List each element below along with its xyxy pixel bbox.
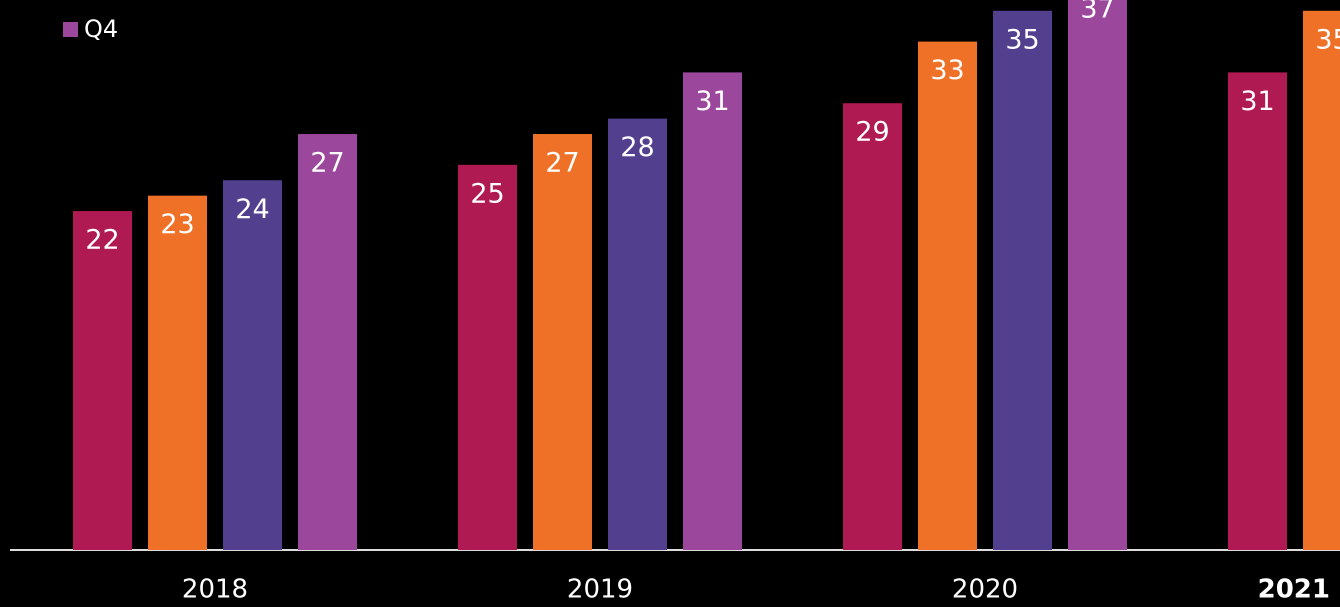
value-label: 28 [620, 132, 654, 163]
x-tick-label: 2018 [182, 575, 248, 605]
bar [223, 180, 282, 550]
value-label: 31 [695, 86, 729, 117]
bar [298, 134, 357, 550]
bar [993, 10, 1052, 551]
value-label: 22 [85, 225, 119, 256]
bar [608, 118, 667, 551]
bar [73, 211, 132, 550]
value-label: 29 [855, 117, 889, 148]
value-label: 33 [930, 55, 964, 86]
bar [843, 103, 902, 551]
bar [1303, 10, 1340, 551]
legend-swatch [63, 22, 78, 37]
value-label: 31 [1240, 86, 1274, 117]
legend-label: Q4 [84, 15, 118, 43]
bar [918, 41, 977, 550]
value-label: 27 [545, 148, 579, 179]
value-label: 23 [160, 209, 194, 240]
bar [1068, 0, 1127, 551]
value-label: 24 [235, 194, 269, 225]
bar [148, 195, 207, 550]
bar [533, 134, 592, 550]
x-tick-label: 2019 [567, 575, 633, 605]
value-label: 37 [1080, 0, 1114, 24]
x-tick-label: 2021 [1258, 575, 1330, 605]
bar [1228, 72, 1287, 550]
bar [458, 164, 517, 550]
x-tick-label: 2020 [952, 575, 1018, 605]
value-label: 35 [1315, 24, 1340, 55]
value-label: 27 [310, 148, 344, 179]
value-label: 25 [470, 178, 504, 209]
bar [683, 72, 742, 550]
value-label: 35 [1005, 24, 1039, 55]
